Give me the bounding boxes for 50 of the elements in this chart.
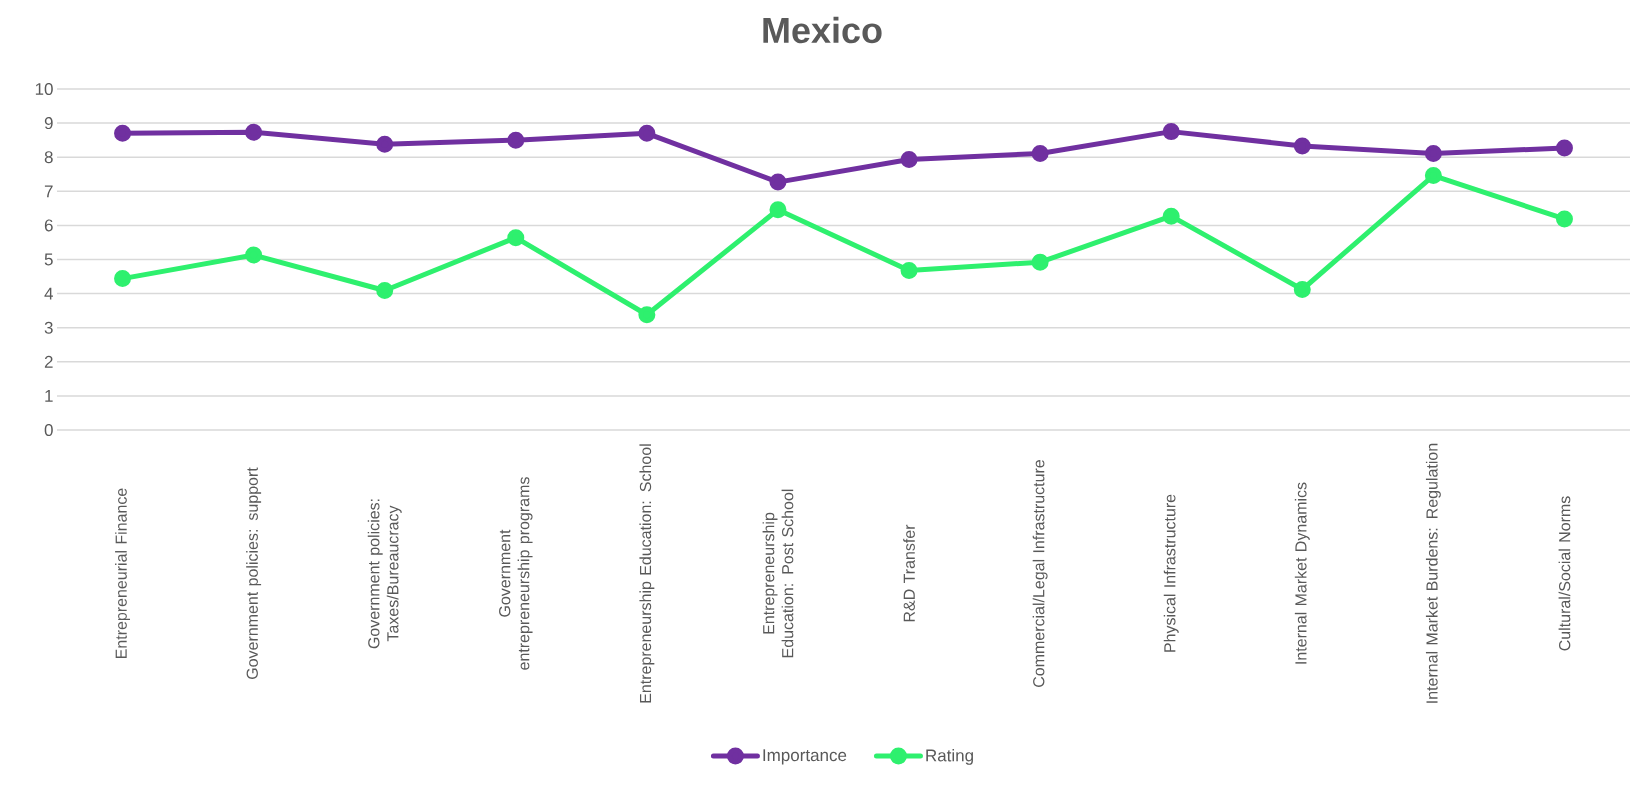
point [114,270,132,288]
y-tick-label: 9 [44,117,53,130]
x-tick-label: Government policies: Taxes/Bureaucracy [367,499,402,649]
point [1293,281,1311,299]
x-tick-label: Entrepreneurship Education: School [639,444,655,703]
point [245,123,263,141]
point [900,151,918,169]
y-tick-label: 0 [44,423,53,437]
y-tick-label: 10 [35,82,53,96]
point [1424,144,1442,162]
point [507,229,525,247]
x-tick-label: Commercial/Legal Infrastructure [1032,460,1048,687]
point [1293,137,1311,155]
point [1424,167,1442,185]
x-tick-label: Physical Infrastructure [1163,494,1179,652]
point [769,173,787,191]
point [1555,210,1573,228]
point [1162,123,1180,141]
y-tick-label: 3 [44,321,53,334]
x-tick-label: Internal Market Burdens: Regulation [1425,443,1441,703]
y-tick-label: 7 [44,185,53,198]
point [245,246,263,264]
point [376,282,394,300]
x-tick-label: Internal Market Dynamics [1294,482,1310,664]
point [1031,144,1049,162]
point [638,124,656,142]
point [1162,207,1180,225]
point [900,261,918,279]
point [1031,253,1049,271]
y-tick-label: 8 [44,151,53,164]
y-tick-label: 1 [45,390,53,402]
x-tick-label: Government entrepreneurship programs [499,477,533,670]
chart-title: Mexico [763,16,882,44]
legend-label: Rating [926,749,973,765]
point [769,201,787,219]
point [376,135,394,153]
point [1555,139,1573,157]
x-tick-label: R&D Transfer [903,524,915,622]
y-tick-label: 2 [44,355,53,368]
point [638,306,656,324]
x-tick-label: Entrepreneurial Finance [115,488,131,659]
x-tick-label: Entrepreneurship Education: Post School [762,489,794,658]
x-tick-label: Government policies: support [246,467,262,679]
legend-label: Importance [763,749,847,765]
y-tick-label: 6 [44,219,53,232]
point [507,131,525,149]
point [114,124,132,142]
y-tick-label: 5 [44,253,53,266]
y-tick-label: 4 [44,287,53,300]
x-tick-label: Cultural/Social Norms [1558,496,1571,651]
